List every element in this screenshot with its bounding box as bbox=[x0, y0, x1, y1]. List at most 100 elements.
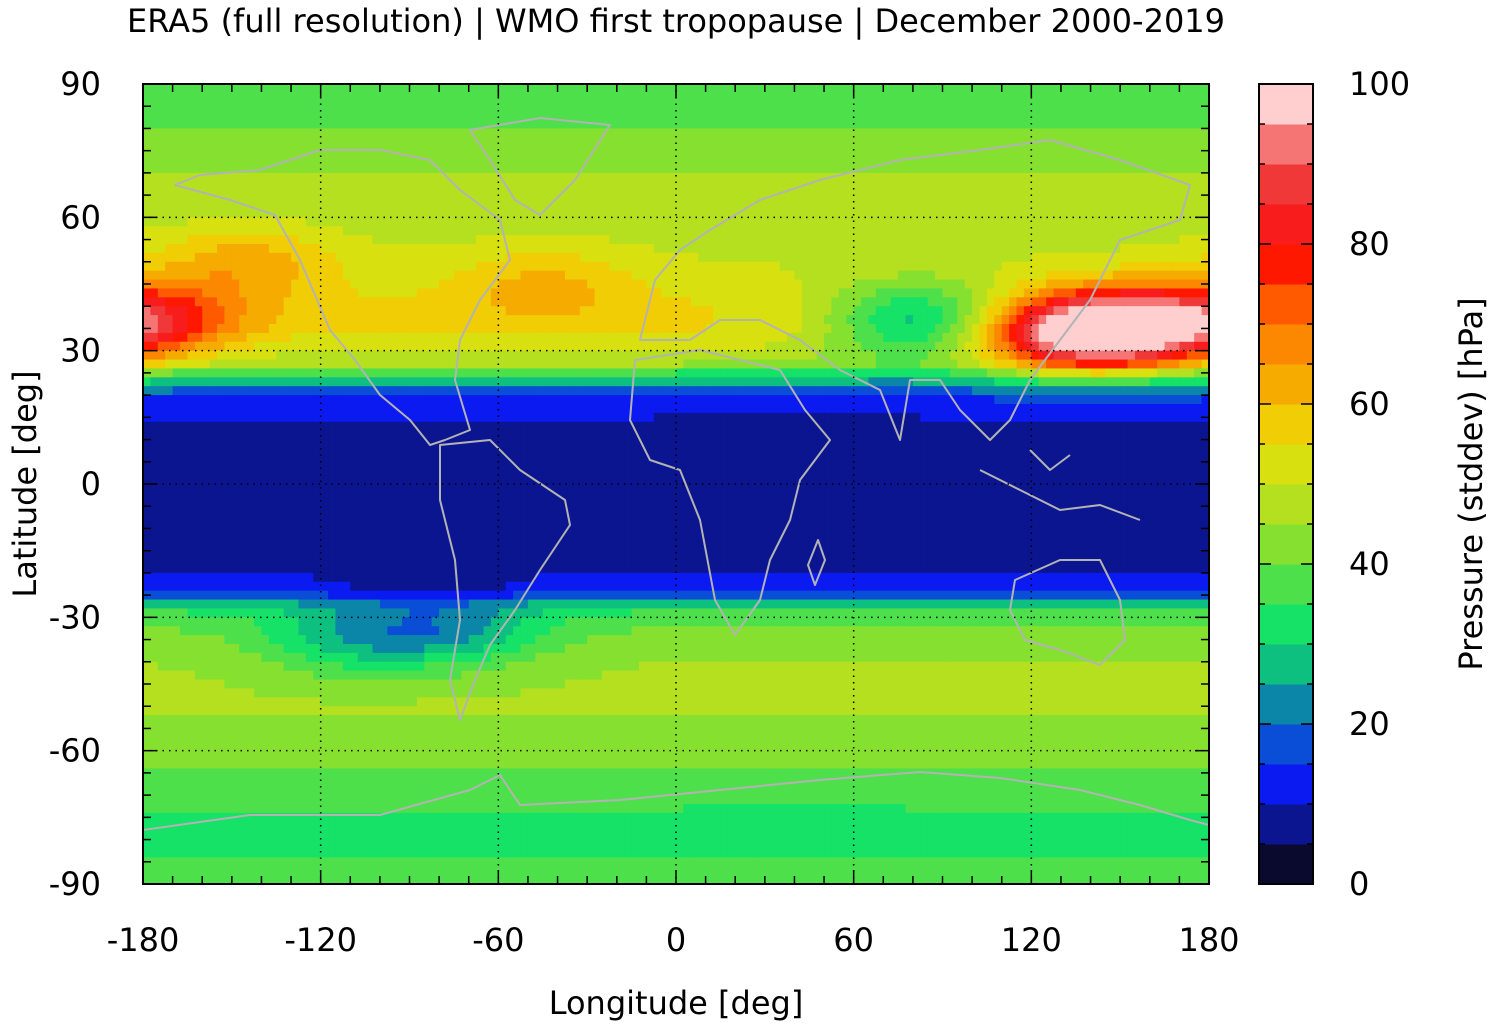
heatmap-cell bbox=[705, 164, 714, 174]
heatmap-cell bbox=[527, 92, 536, 103]
heatmap-cell bbox=[853, 350, 862, 361]
heatmap-cell bbox=[579, 279, 588, 290]
heatmap-cell bbox=[676, 226, 684, 236]
heatmap-cell bbox=[520, 190, 529, 201]
heatmap-cell bbox=[868, 386, 877, 396]
heatmap-cell bbox=[1038, 119, 1047, 130]
heatmap-cell bbox=[824, 146, 833, 156]
heatmap-cell bbox=[550, 377, 559, 387]
heatmap-cell bbox=[1142, 110, 1151, 121]
heatmap-cell bbox=[720, 377, 729, 387]
heatmap-cell bbox=[224, 208, 233, 218]
heatmap-cell bbox=[298, 226, 307, 236]
heatmap-cell bbox=[246, 110, 255, 121]
heatmap-cell bbox=[416, 377, 425, 387]
heatmap-cell bbox=[875, 226, 884, 236]
heatmap-cell bbox=[224, 226, 233, 236]
heatmap-cell bbox=[520, 368, 529, 378]
heatmap-cell bbox=[246, 332, 255, 343]
heatmap-cell bbox=[1083, 164, 1092, 174]
heatmap-cell bbox=[1120, 324, 1129, 334]
heatmap-cell bbox=[1164, 244, 1173, 254]
heatmap-cell bbox=[372, 235, 381, 245]
heatmap-cell bbox=[868, 190, 877, 201]
heatmap-cell bbox=[624, 128, 633, 138]
heatmap-cell bbox=[387, 199, 396, 210]
heatmap-cell bbox=[727, 190, 736, 201]
heatmap-cell bbox=[143, 297, 151, 307]
heatmap-cell bbox=[498, 84, 507, 94]
heatmap-cell bbox=[350, 181, 359, 192]
heatmap-cell bbox=[713, 377, 722, 387]
heatmap-cell bbox=[1001, 181, 1010, 192]
heatmap-cell bbox=[298, 208, 307, 218]
heatmap-cell bbox=[661, 181, 670, 192]
heatmap-cell bbox=[912, 101, 921, 112]
heatmap-cell bbox=[676, 315, 684, 325]
heatmap-cell bbox=[409, 270, 418, 281]
heatmap-cell bbox=[209, 297, 218, 307]
heatmap-cell bbox=[1149, 101, 1158, 112]
heatmap-cell bbox=[283, 164, 292, 174]
heatmap-cell bbox=[676, 101, 684, 112]
heatmap-cell bbox=[1023, 208, 1032, 218]
heatmap-cell bbox=[587, 110, 596, 121]
heatmap-cell bbox=[964, 261, 973, 272]
heatmap-cell bbox=[772, 208, 781, 218]
heatmap-cell bbox=[224, 235, 233, 245]
heatmap-cell bbox=[750, 244, 759, 254]
heatmap-cell bbox=[1090, 297, 1099, 307]
heatmap-cell bbox=[883, 377, 892, 387]
heatmap-cell bbox=[394, 368, 403, 378]
heatmap-cell bbox=[579, 270, 588, 281]
heatmap-cell bbox=[875, 359, 884, 370]
heatmap-cell bbox=[1097, 92, 1106, 103]
heatmap-cell bbox=[150, 217, 159, 227]
heatmap-cell bbox=[572, 181, 581, 192]
heatmap-cell bbox=[668, 119, 677, 130]
heatmap-cell bbox=[157, 226, 166, 236]
heatmap-cell bbox=[616, 377, 625, 387]
heatmap-cell bbox=[690, 92, 699, 103]
heatmap-cell bbox=[1201, 199, 1209, 210]
heatmap-cell bbox=[1186, 359, 1195, 370]
heatmap-cell bbox=[1186, 119, 1195, 130]
heatmap-cell bbox=[905, 217, 914, 227]
heatmap-cell bbox=[1001, 155, 1010, 165]
heatmap-cell bbox=[1171, 279, 1180, 290]
heatmap-cell bbox=[513, 350, 522, 361]
heatmap-cell bbox=[979, 288, 988, 298]
heatmap-cell bbox=[853, 359, 862, 370]
heatmap-cell bbox=[461, 217, 470, 227]
heatmap-cell bbox=[713, 92, 722, 103]
heatmap-cell bbox=[365, 226, 374, 236]
heatmap-cell bbox=[1083, 119, 1092, 130]
heatmap-cell bbox=[846, 110, 855, 121]
heatmap-cell bbox=[453, 164, 462, 174]
heatmap-cell bbox=[305, 350, 314, 361]
heatmap-cell bbox=[483, 190, 492, 201]
heatmap-cell bbox=[143, 137, 151, 147]
heatmap-cell bbox=[601, 226, 610, 236]
heatmap-cell bbox=[357, 217, 366, 227]
heatmap-cell bbox=[979, 297, 988, 307]
heatmap-cell bbox=[779, 306, 788, 316]
heatmap-cell bbox=[439, 315, 448, 325]
heatmap-cell bbox=[683, 261, 692, 272]
heatmap-cell bbox=[949, 332, 958, 343]
heatmap-cell bbox=[276, 217, 285, 227]
heatmap-cell bbox=[246, 190, 255, 201]
heatmap-cell bbox=[1112, 341, 1121, 352]
heatmap-cell bbox=[824, 261, 833, 272]
heatmap-cell bbox=[779, 110, 788, 121]
heatmap-cell bbox=[720, 164, 729, 174]
heatmap-cell bbox=[846, 226, 855, 236]
heatmap-cell bbox=[616, 341, 625, 352]
heatmap-cell bbox=[942, 350, 951, 361]
heatmap-cell bbox=[1112, 110, 1121, 121]
heatmap-cell bbox=[816, 208, 825, 218]
heatmap-cell bbox=[772, 279, 781, 290]
heatmap-cell bbox=[698, 252, 707, 263]
heatmap-cell bbox=[853, 84, 862, 94]
heatmap-cell bbox=[994, 235, 1003, 245]
